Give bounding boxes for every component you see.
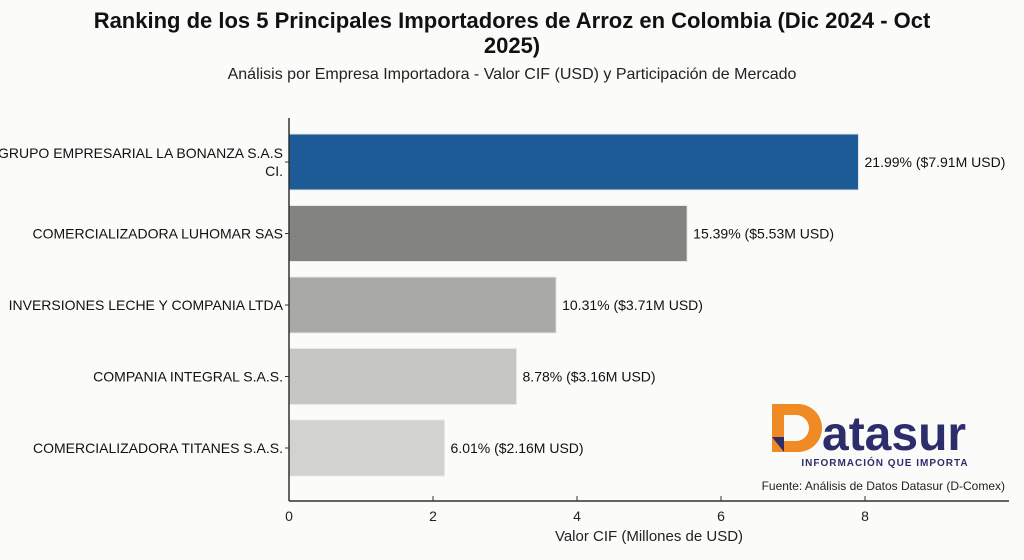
bar — [288, 276, 557, 334]
data-label: 6.01% ($2.16M USD) — [451, 440, 584, 456]
x-tick-label: 6 — [717, 508, 725, 524]
logo-tagline: INFORMACIÓN QUE IMPORTA — [801, 456, 968, 469]
bar — [288, 133, 860, 191]
datasur-logo: atasur INFORMACIÓN QUE IMPORTA — [772, 404, 968, 469]
x-tick-label: 2 — [429, 508, 437, 524]
data-label: 10.31% ($3.71M USD) — [562, 297, 703, 313]
chart-subtitle: Análisis por Empresa Importadora - Valor… — [228, 66, 797, 83]
logo-d-shape-icon — [772, 404, 822, 452]
category-label: COMERCIALIZADORA LUHOMAR SAS — [33, 226, 284, 242]
x-tick-label: 4 — [573, 508, 581, 524]
logo-wordmark: atasur — [822, 408, 966, 461]
bar — [288, 419, 446, 477]
chart-title-line-1: Ranking de los 5 Principales Importadore… — [94, 8, 931, 33]
x-axis-label: Valor CIF (Millones de USD) — [555, 528, 743, 545]
source-note: Fuente: Análisis de Datos Datasur (D-Com… — [762, 479, 1005, 493]
chart-title-line-2: 2025) — [484, 33, 540, 58]
data-label: 21.99% ($7.91M USD) — [865, 154, 1006, 170]
data-label: 15.39% ($5.53M USD) — [693, 226, 834, 242]
x-tick-label: 8 — [861, 508, 869, 524]
category-label: COMPANIA INTEGRAL S.A.S. — [93, 369, 283, 385]
logo-fold-icon — [772, 437, 784, 452]
category-label: GRUPO EMPRESARIAL LA BONANZA S.A.S — [0, 145, 283, 161]
bar — [288, 348, 518, 405]
category-label: INVERSIONES LECHE Y COMPANIA LTDA — [9, 297, 284, 313]
category-label: COMERCIALIZADORA TITANES S.A.S. — [33, 440, 283, 456]
x-tick-label: 0 — [285, 508, 293, 524]
axes-group: 0 2 4 6 8 — [285, 118, 1009, 524]
bar — [288, 205, 688, 262]
data-label: 8.78% ($3.16M USD) — [523, 369, 656, 385]
category-label: CI. — [265, 163, 283, 179]
